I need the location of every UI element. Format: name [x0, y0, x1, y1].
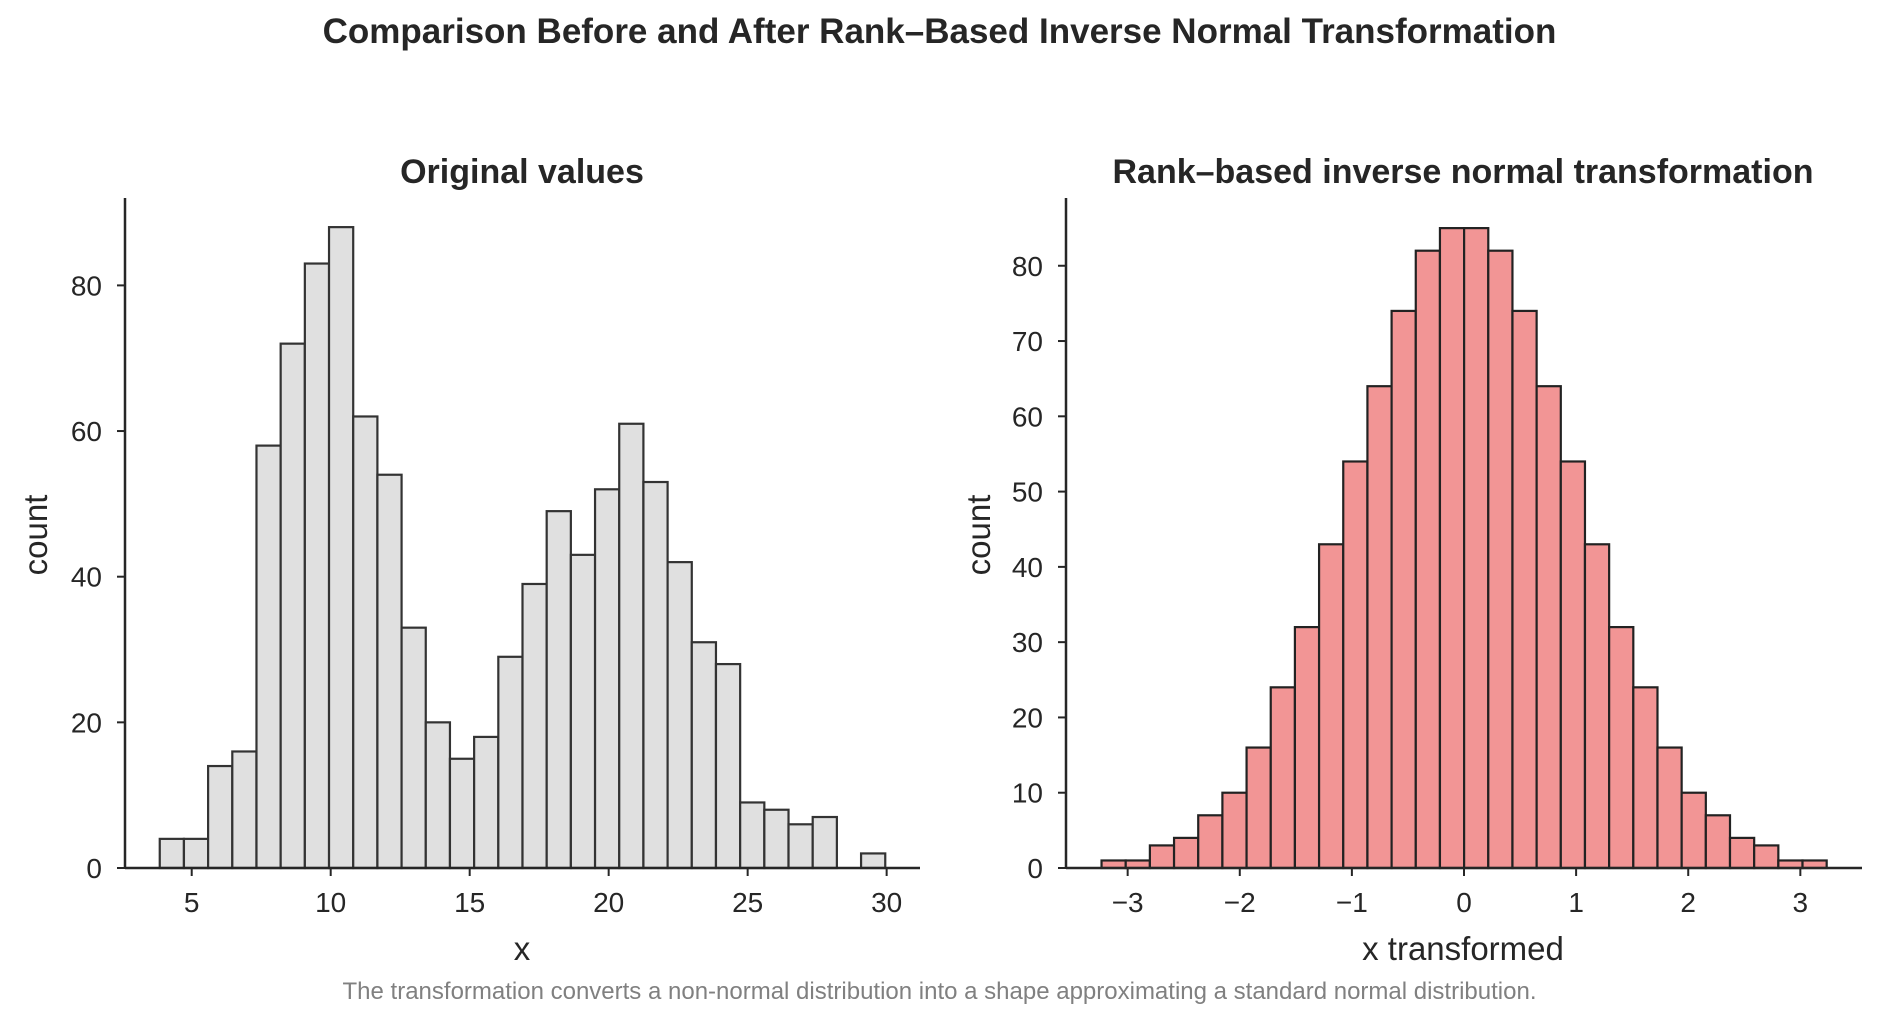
y-tick-label: 20 — [1012, 702, 1043, 733]
x-tick-label: 15 — [454, 887, 485, 918]
histogram-bar — [497, 655, 524, 870]
histogram-bar — [158, 837, 186, 870]
histogram-bar — [859, 852, 887, 870]
x-ticks: −3 −2 −1 0 1 2 3 — [1112, 868, 1808, 918]
y-tick-label: 80 — [71, 270, 102, 301]
histogram-bar — [1632, 686, 1659, 870]
x-tick-label: 30 — [871, 887, 902, 918]
histogram-bar — [207, 764, 234, 870]
y-tick-label: 40 — [71, 562, 102, 593]
y-tick-label: 0 — [1027, 853, 1043, 884]
bar-group — [1100, 227, 1828, 870]
histogram-bar — [255, 444, 282, 870]
histogram-bar — [1317, 543, 1345, 870]
histogram-bar — [327, 226, 355, 870]
histogram-bar — [521, 582, 548, 870]
histogram-bar — [1608, 625, 1635, 870]
x-tick-label: 3 — [1793, 887, 1809, 918]
x-tick-label: −3 — [1112, 887, 1144, 918]
histogram-bar — [739, 801, 766, 870]
x-tick-label: −2 — [1224, 887, 1256, 918]
histogram-bar — [303, 262, 331, 870]
histogram-bar — [1148, 844, 1176, 870]
y-axis-label: count — [960, 495, 997, 576]
histogram-bar — [1342, 460, 1369, 870]
histogram-bar — [1463, 227, 1490, 870]
x-tick-label: 1 — [1568, 887, 1584, 918]
histogram-bar — [690, 641, 718, 870]
histogram-bar — [376, 473, 403, 870]
chart-title: Rank–based inverse normal transformation — [1112, 153, 1813, 191]
histogram-bar — [1487, 249, 1514, 870]
y-tick-label: 30 — [1012, 627, 1043, 658]
histogram-bar — [618, 422, 645, 870]
histogram-bar — [400, 626, 427, 870]
histogram-bar — [448, 757, 476, 870]
histogram-bar — [1269, 686, 1297, 870]
y-ticks: 0 20 40 60 80 — [71, 270, 125, 884]
x-tick-label: 0 — [1456, 887, 1472, 918]
histogram-bar — [1753, 844, 1780, 870]
figure-caption: The transformation converts a non-normal… — [342, 978, 1537, 1005]
y-tick-label: 60 — [71, 416, 102, 447]
x-tick-label: 5 — [184, 887, 200, 918]
histogram-bar — [1293, 625, 1321, 870]
x-tick-label: 2 — [1680, 887, 1696, 918]
histogram-bar — [1656, 746, 1683, 870]
y-tick-label: 20 — [71, 707, 102, 738]
x-tick-label: −1 — [1336, 887, 1368, 918]
y-tick-label: 50 — [1012, 477, 1043, 508]
y-axis-label: count — [17, 495, 54, 576]
x-tick-label: 25 — [732, 887, 763, 918]
x-tick-label: 20 — [593, 887, 624, 918]
y-tick-label: 40 — [1012, 552, 1043, 583]
histogram-bar — [1535, 385, 1562, 870]
histogram-bar — [763, 808, 790, 870]
y-tick-label: 80 — [1012, 251, 1043, 282]
histogram-bar — [1583, 543, 1611, 870]
histogram-bar — [1197, 814, 1224, 870]
x-ticks: 5 10 15 20 25 30 — [184, 868, 902, 918]
x-axis-label: x transformed — [1362, 930, 1564, 967]
histogram-bar — [1221, 791, 1248, 870]
histogram-bar — [1438, 227, 1466, 870]
y-tick-label: 0 — [86, 853, 102, 884]
histogram-bar — [1559, 460, 1587, 870]
histogram-bar — [642, 480, 669, 870]
histogram-bar — [666, 561, 693, 870]
bar-group — [158, 226, 887, 870]
histogram-bar — [1728, 836, 1756, 870]
x-tick-label: 10 — [315, 887, 346, 918]
figure-title: Comparison Before and After Rank–Based I… — [322, 12, 1557, 51]
histogram-bar — [352, 415, 379, 870]
y-tick-label: 60 — [1012, 401, 1043, 432]
histogram-bar — [545, 510, 572, 870]
x-axis-label: x — [514, 930, 531, 967]
y-ticks: 0 10 20 30 40 50 60 70 80 — [1012, 251, 1066, 884]
histogram-bar — [279, 342, 306, 870]
histogram-bar — [231, 750, 258, 870]
histogram-bar — [1704, 814, 1732, 870]
histogram-bar — [1414, 249, 1442, 870]
histogram-bar — [787, 823, 814, 870]
y-tick-label: 70 — [1012, 326, 1043, 357]
histogram-bar — [424, 721, 452, 870]
histogram-bar — [182, 837, 210, 870]
chart-rank-based-inverse-normal: Rank–based inverse normal transformation… — [960, 153, 1862, 967]
histogram-bar — [1366, 385, 1393, 870]
histogram-bar — [1245, 746, 1272, 870]
chart-title: Original values — [400, 153, 644, 191]
histogram-bar — [811, 815, 838, 870]
histogram-bar — [1172, 836, 1200, 870]
y-tick-label: 10 — [1012, 778, 1043, 809]
histogram-bar — [1511, 309, 1538, 870]
histogram-bar — [473, 735, 500, 870]
histogram-bar — [593, 488, 621, 870]
histogram-bar — [569, 553, 597, 870]
histogram-bar — [714, 662, 742, 870]
histogram-bar — [1680, 791, 1707, 870]
histogram-bar — [1390, 309, 1417, 870]
